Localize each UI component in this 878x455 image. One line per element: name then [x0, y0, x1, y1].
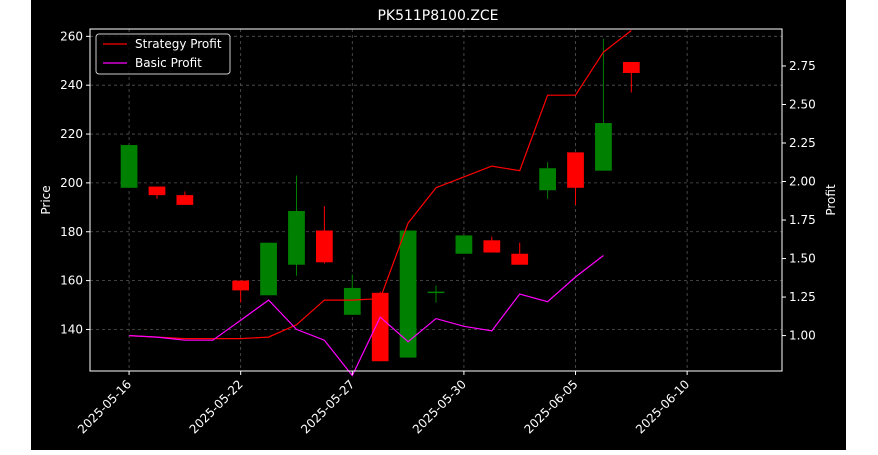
- candle-body: [483, 240, 501, 253]
- y-right-tick-label: 1.25: [789, 290, 816, 304]
- candle: [483, 236, 501, 253]
- y-left-tick-label: 240: [60, 78, 83, 92]
- candle: [371, 291, 389, 362]
- candle-body: [343, 287, 361, 315]
- basic-profit-line: [129, 255, 604, 377]
- candle: [148, 186, 166, 199]
- y-axis-left-label: Price: [39, 185, 53, 214]
- plot-frame: [89, 28, 783, 372]
- y-right-tick-label: 2.25: [789, 136, 816, 150]
- candle: [427, 285, 445, 303]
- candles: [120, 38, 640, 362]
- y-left-tick-label: 180: [60, 225, 83, 239]
- candle: [399, 230, 417, 358]
- y-axis-right-label: Profit: [824, 184, 838, 216]
- candle-body: [567, 152, 584, 188]
- y-right-tick-label: 2.50: [789, 97, 816, 111]
- y-axis-right: 1.00 1.25 1.50 1.75 2.00 2.25 2.50 2.75: [782, 59, 816, 343]
- candle: [595, 38, 612, 171]
- candle: [120, 145, 138, 188]
- candle: [455, 235, 473, 254]
- legend-basic-label: Basic Profit: [135, 56, 202, 70]
- y-right-tick-label: 1.75: [789, 213, 816, 227]
- candle: [622, 61, 640, 93]
- candle-body: [427, 291, 445, 294]
- y-right-tick-label: 2.75: [789, 59, 816, 73]
- y-left-tick-label: 140: [60, 322, 83, 336]
- candle-body: [539, 168, 556, 191]
- y-right-tick-label: 2.00: [789, 175, 816, 189]
- y-left-tick-label: 220: [60, 127, 83, 141]
- candle-body: [148, 186, 166, 196]
- candle-body: [260, 242, 277, 296]
- legend: Strategy Profit Basic Profit: [95, 33, 231, 75]
- candle: [539, 162, 556, 199]
- candle: [343, 274, 361, 315]
- chart-title: PK511P8100.ZCE: [377, 8, 498, 24]
- candle-body: [176, 195, 194, 205]
- candle: [176, 191, 194, 205]
- candle-body: [595, 123, 612, 171]
- profit-lines: [129, 30, 632, 377]
- candle-body: [399, 230, 417, 358]
- candle-body: [622, 61, 640, 73]
- strategy-profit-line: [129, 30, 632, 340]
- candle: [260, 242, 277, 296]
- y-left-tick-label: 160: [60, 274, 83, 288]
- candle-body: [511, 253, 529, 265]
- candle-body: [120, 145, 138, 188]
- candle-body: [455, 235, 473, 254]
- candle: [232, 280, 250, 303]
- candle-body: [232, 280, 250, 291]
- y-left-tick-label: 260: [60, 29, 83, 43]
- y-axis-left: 140 160 180 200 220 240 260: [60, 29, 90, 336]
- candle: [567, 152, 584, 205]
- y-right-tick-label: 1.00: [789, 329, 816, 343]
- candle: [316, 206, 333, 264]
- y-left-tick-label: 200: [60, 176, 83, 190]
- candle: [511, 242, 529, 265]
- y-right-tick-label: 1.50: [789, 252, 816, 266]
- candle-body: [371, 292, 389, 362]
- candle-body: [288, 210, 305, 265]
- legend-box: [95, 33, 231, 75]
- candle-body: [316, 230, 333, 263]
- figure-background: [31, 0, 846, 450]
- candle: [288, 175, 305, 276]
- legend-strategy-label: Strategy Profit: [135, 37, 222, 51]
